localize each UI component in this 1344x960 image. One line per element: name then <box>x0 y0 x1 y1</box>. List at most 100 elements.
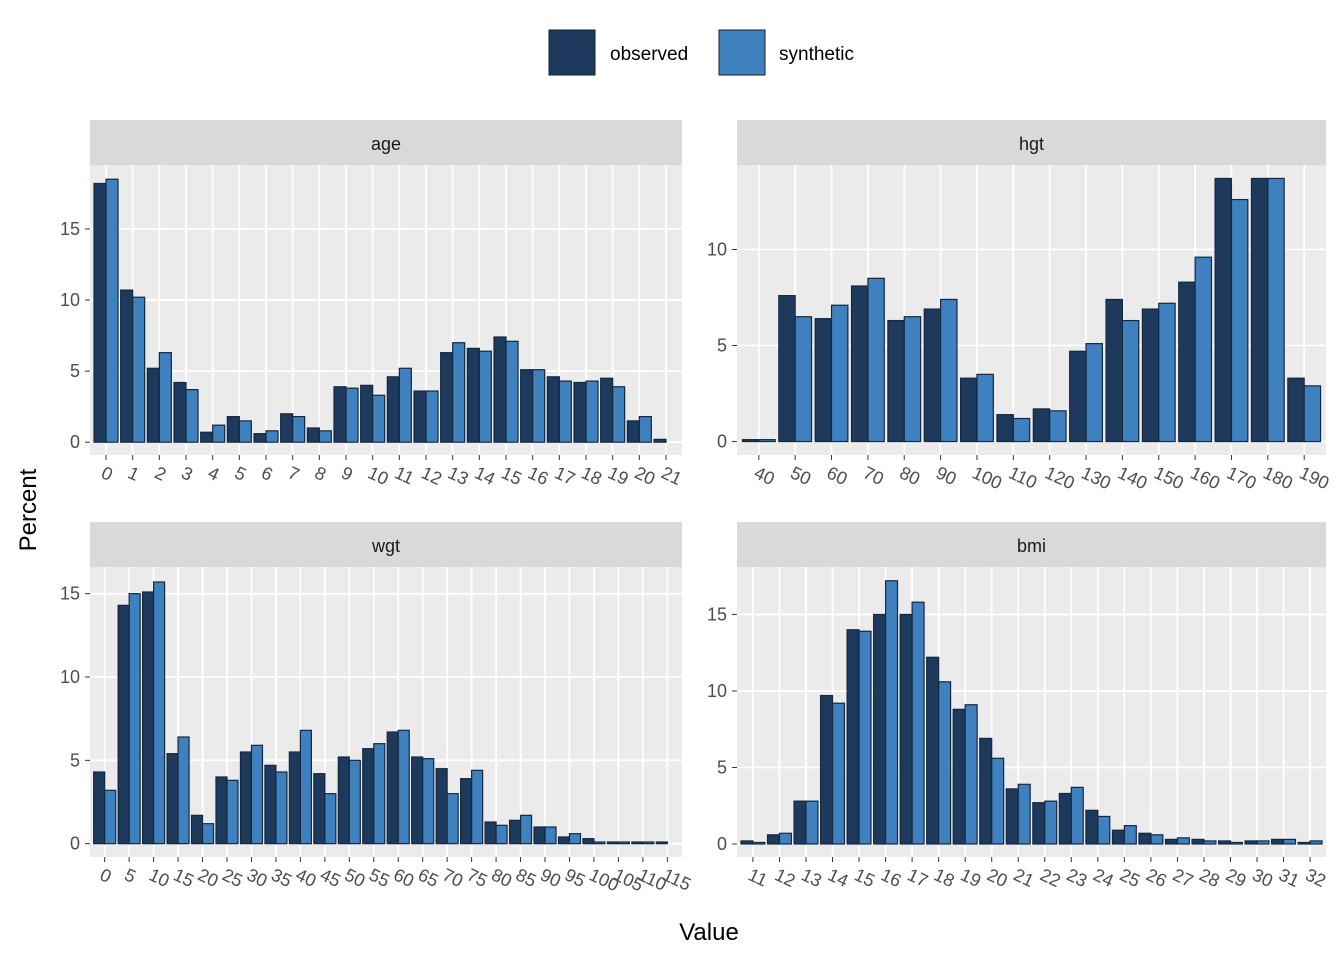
x-tick-label: 80 <box>488 864 515 891</box>
strip <box>90 522 682 567</box>
strip <box>737 120 1326 165</box>
bar <box>200 431 214 443</box>
x-tick-label: 11 <box>745 864 770 890</box>
bar <box>1214 177 1233 443</box>
bar <box>626 420 640 443</box>
x-tick-label: 17 <box>552 462 579 489</box>
x-tick-label: 16 <box>878 864 905 891</box>
x-tick-label: 18 <box>578 462 605 489</box>
x-tick-label: 6 <box>258 462 276 484</box>
x-tick-label: 19 <box>957 864 984 891</box>
x-tick-label: 85 <box>513 864 540 891</box>
bar <box>120 289 134 443</box>
x-tick-label: 5 <box>121 864 139 886</box>
bar <box>1017 783 1031 845</box>
x-tick-label: 70 <box>439 864 466 891</box>
panel-title: wgt <box>371 536 400 556</box>
bar <box>903 316 922 443</box>
bar <box>741 439 760 443</box>
x-tick-label: 110 <box>1006 462 1040 492</box>
x-tick-label: 13 <box>798 864 825 891</box>
y-tick-label: 15 <box>707 604 727 624</box>
x-tick-label: 10 <box>146 864 173 891</box>
bar <box>460 778 473 845</box>
bar <box>850 285 869 443</box>
y-tick-label: 15 <box>60 584 80 604</box>
x-tick-label: 10 <box>365 462 392 489</box>
bar <box>1032 802 1046 845</box>
y-tick-label: 0 <box>70 834 80 854</box>
bar <box>337 756 350 845</box>
bar <box>411 756 424 845</box>
bar <box>1178 281 1196 443</box>
x-tick-label: 35 <box>268 864 295 891</box>
bar <box>979 737 993 845</box>
bar <box>544 826 557 845</box>
bar <box>558 380 572 443</box>
panel-title: age <box>371 134 401 154</box>
x-tick-label: 12 <box>418 462 445 489</box>
x-tick-label: 9 <box>338 462 356 484</box>
bar <box>593 841 606 845</box>
x-tick-label: 0 <box>97 864 115 886</box>
bar <box>612 386 626 443</box>
legend-key <box>548 29 596 76</box>
bar <box>582 838 595 845</box>
bar <box>573 381 587 443</box>
bar <box>1267 177 1285 443</box>
bar <box>292 416 306 443</box>
x-tick-label: 8 <box>312 462 330 484</box>
bar <box>495 824 508 845</box>
bar <box>1217 840 1232 845</box>
x-tick-label: 150 <box>1151 462 1187 493</box>
x-tick-label: 60 <box>824 462 851 489</box>
bar <box>1085 809 1099 845</box>
bar <box>926 656 940 845</box>
bar <box>1229 841 1244 845</box>
x-tick-label: 55 <box>366 864 393 891</box>
x-tick-label: 60 <box>391 864 418 891</box>
x-tick-label: 50 <box>342 864 369 891</box>
bar <box>884 580 899 845</box>
bar <box>413 390 427 443</box>
bar <box>568 833 582 845</box>
bar <box>546 376 560 443</box>
y-tick-label: 0 <box>717 834 727 854</box>
bar <box>1244 840 1258 845</box>
bar <box>1141 308 1160 443</box>
bar <box>655 841 668 845</box>
legend-key <box>718 29 766 76</box>
bar <box>794 316 813 443</box>
bar <box>306 427 320 443</box>
bar <box>1164 838 1179 845</box>
x-tick-label: 1 <box>125 462 143 484</box>
x-tick-label: 19 <box>605 462 632 489</box>
bar <box>1309 840 1323 845</box>
x-tick-label: 24 <box>1090 864 1117 891</box>
bar <box>778 294 796 443</box>
x-tick-label: 30 <box>1249 864 1276 891</box>
bar <box>1230 198 1249 443</box>
bar <box>1032 408 1051 443</box>
bar <box>1287 377 1305 443</box>
bar <box>104 789 117 845</box>
bar <box>1049 410 1067 443</box>
x-tick-label: 15 <box>851 864 878 891</box>
bar <box>425 390 439 443</box>
bar <box>638 416 652 443</box>
bar <box>132 296 146 443</box>
bar <box>519 814 533 845</box>
bar <box>952 708 966 845</box>
bar <box>173 381 187 443</box>
bar <box>1058 792 1072 845</box>
bar <box>858 630 872 845</box>
bar <box>1250 177 1269 443</box>
bar <box>740 840 754 845</box>
bar <box>831 702 846 845</box>
bar <box>471 769 484 845</box>
bar <box>585 380 599 443</box>
bar <box>446 793 459 845</box>
panel-title: hgt <box>1019 134 1044 154</box>
x-tick-label: 20 <box>195 864 222 891</box>
x-tick-label: 0 <box>98 462 116 484</box>
